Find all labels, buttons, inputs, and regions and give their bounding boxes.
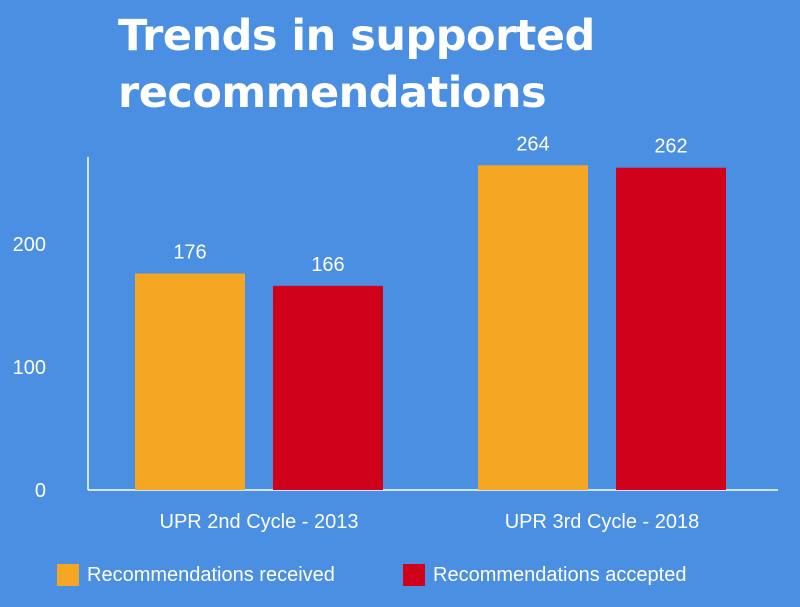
data-label: 264 bbox=[516, 133, 549, 155]
y-tick-label: 200 bbox=[13, 234, 46, 256]
bar-accepted-2 bbox=[616, 167, 726, 491]
y-tick-label: 100 bbox=[13, 357, 46, 379]
data-label: 176 bbox=[173, 242, 206, 264]
legend-label-received: Recommendations received bbox=[87, 563, 335, 586]
bar-received-1 bbox=[135, 273, 245, 490]
y-tick-label: 0 bbox=[35, 480, 46, 502]
data-label: 262 bbox=[654, 136, 687, 158]
bar-accepted-1 bbox=[273, 285, 383, 490]
bar-received-2 bbox=[478, 165, 588, 490]
legend-item-received: Recommendations received bbox=[57, 560, 335, 590]
legend-swatch-received bbox=[57, 564, 79, 586]
legend-swatch-accepted bbox=[403, 564, 425, 586]
legend-label-accepted: Recommendations accepted bbox=[433, 563, 687, 586]
chart-title: Trends in supported recommendations bbox=[118, 11, 595, 118]
x-tick-label: UPR 3rd Cycle - 2018 bbox=[505, 511, 700, 533]
data-label: 166 bbox=[311, 254, 344, 276]
x-tick-label: UPR 2nd Cycle - 2013 bbox=[160, 511, 359, 533]
legend-item-accepted: Recommendations accepted bbox=[403, 560, 686, 590]
